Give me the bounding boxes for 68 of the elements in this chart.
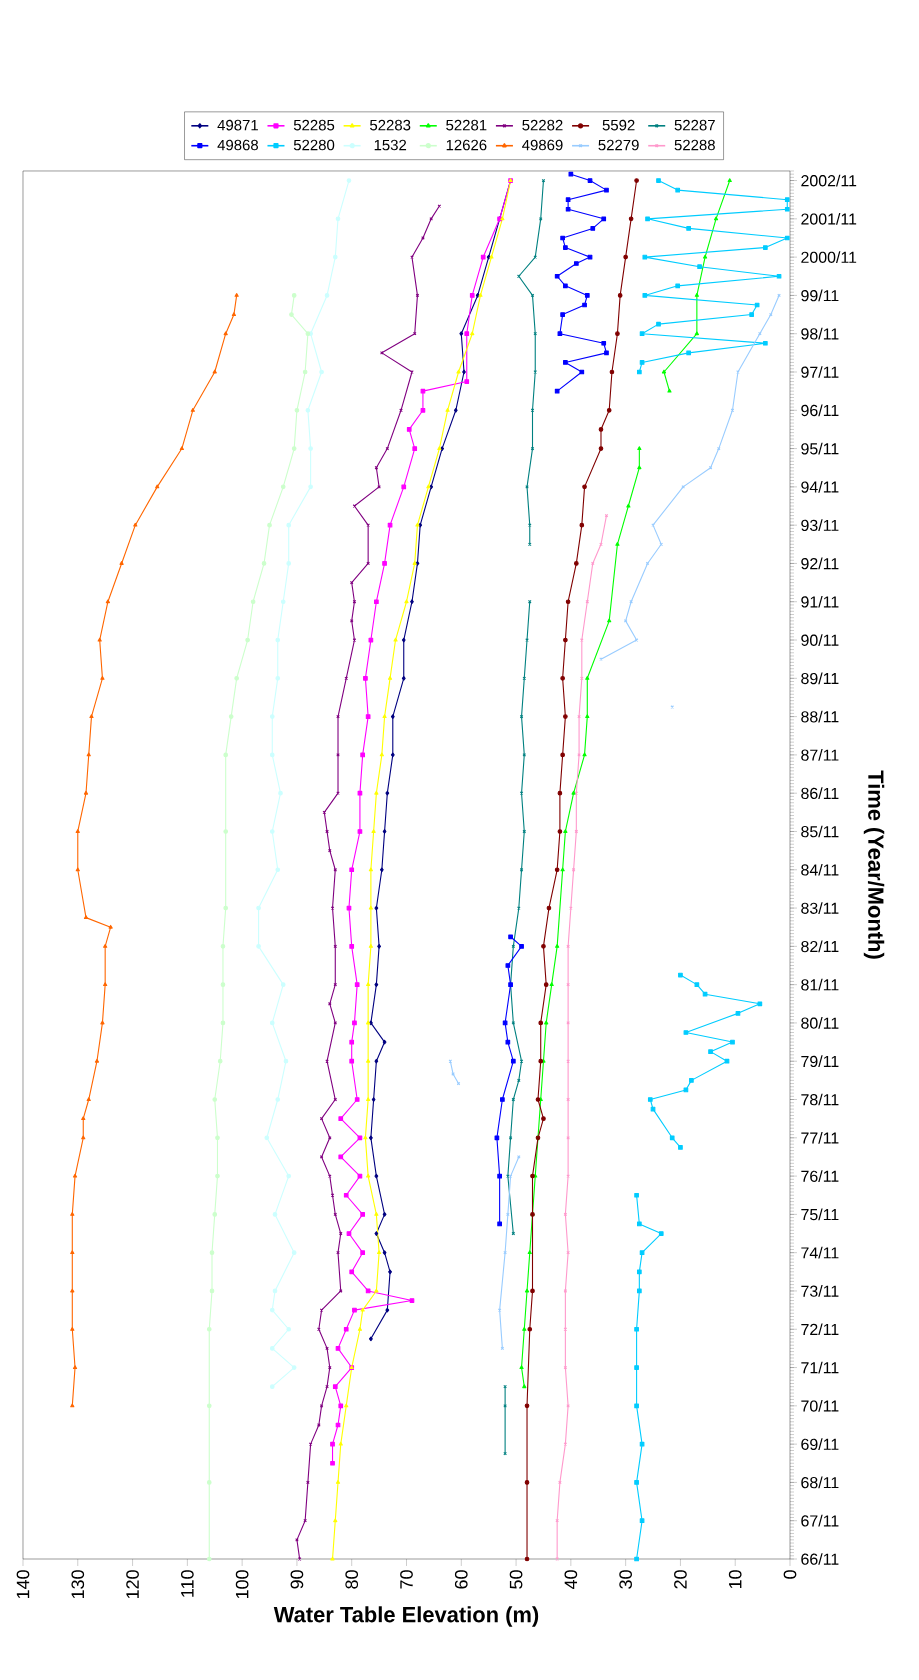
x-tick-label: 70 — [400, 1570, 413, 1589]
y-tick-label: 73/11 — [801, 1285, 839, 1297]
legend-label: 52280 — [293, 139, 335, 151]
y-tick-label: 68/11 — [801, 1476, 839, 1489]
y-tick-label: 91/11 — [801, 595, 839, 608]
y-tick-label: 74/11 — [801, 1246, 839, 1259]
y-tick-label: 93/11 — [801, 519, 839, 532]
y-tick-label: 87/11 — [801, 749, 839, 761]
y-tick-label: 80/11 — [801, 1017, 839, 1029]
legend-label: 52283 — [370, 119, 411, 131]
legend-label: 52281 — [446, 119, 487, 131]
y-tick-label: 72/11 — [801, 1323, 839, 1336]
y-tick-label: 82/11 — [801, 940, 839, 953]
y-tick-label: 85/11 — [801, 825, 839, 838]
y-tick-label: 66/11 — [801, 1553, 839, 1565]
y-tick-label: 97/11 — [801, 366, 839, 378]
legend-label: 49869 — [522, 139, 563, 151]
x-tick-label: 20 — [674, 1570, 687, 1589]
y-tick-label: 92/11 — [801, 557, 839, 570]
y-tick-label: 83/11 — [801, 902, 839, 914]
y-tick-label: 84/11 — [801, 863, 839, 876]
y-tick-label: 69/11 — [801, 1438, 839, 1450]
y-tick-label: 86/11 — [801, 787, 839, 800]
y-tick-label: 75/11 — [801, 1208, 839, 1221]
x-tick-label: 40 — [564, 1570, 578, 1590]
x-tick-label: 50 — [509, 1570, 523, 1589]
legend-label: 52285 — [293, 119, 335, 131]
x-tick-label: 80 — [345, 1570, 359, 1589]
y-tick-label: 96/11 — [801, 404, 839, 417]
x-tick-label: 60 — [454, 1570, 468, 1589]
x-tick-label: 110 — [180, 1570, 194, 1597]
legend-label: 52282 — [522, 119, 563, 131]
legend-label: 52288 — [674, 139, 715, 151]
y-tick-label: 2001/11 — [801, 212, 857, 225]
y-axis-title: Time (Year/Month) — [863, 770, 885, 959]
y-tick-label: 94/11 — [801, 481, 839, 493]
x-tick-label: 0 — [783, 1570, 797, 1579]
y-tick-label: 67/11 — [801, 1514, 839, 1527]
y-tick-label: 78/11 — [801, 1093, 839, 1106]
y-tick-label: 90/11 — [801, 634, 839, 646]
y-tick-label: 2000/11 — [801, 251, 857, 263]
x-axis-title: Water Table Elevation (m) — [273, 1606, 539, 1627]
y-tick-label: 81/11 — [801, 978, 839, 991]
x-tick-label: 120 — [126, 1570, 139, 1599]
y-tick-label: 98/11 — [801, 327, 839, 340]
y-tick-label: 89/11 — [801, 672, 839, 685]
legend-label: 49871 — [217, 119, 258, 131]
legend-label: 12626 — [446, 139, 487, 151]
y-tick-label: 77/11 — [801, 1131, 839, 1144]
y-tick-label: 76/11 — [801, 1170, 839, 1182]
x-tick-label: 90 — [290, 1570, 304, 1589]
x-tick-label: 100 — [235, 1570, 249, 1599]
x-tick-label: 140 — [16, 1570, 30, 1599]
legend-label: 1532 — [374, 139, 407, 151]
legend-label: 52279 — [598, 139, 639, 151]
y-tick-label: 71/11 — [801, 1361, 839, 1374]
y-tick-label: 2002/11 — [801, 174, 857, 187]
x-tick-label: 30 — [619, 1570, 632, 1589]
x-tick-label: 130 — [71, 1570, 85, 1599]
legend-label: 5592 — [602, 119, 635, 131]
x-tick-label: 10 — [728, 1570, 742, 1589]
y-tick-label: 70/11 — [801, 1399, 839, 1412]
legend-label: 49868 — [217, 139, 259, 151]
y-tick-label: 88/11 — [801, 710, 839, 723]
y-tick-label: 95/11 — [801, 442, 839, 455]
y-tick-label: 99/11 — [801, 289, 839, 302]
legend-label: 52287 — [674, 119, 715, 131]
y-tick-label: 79/11 — [801, 1055, 839, 1068]
